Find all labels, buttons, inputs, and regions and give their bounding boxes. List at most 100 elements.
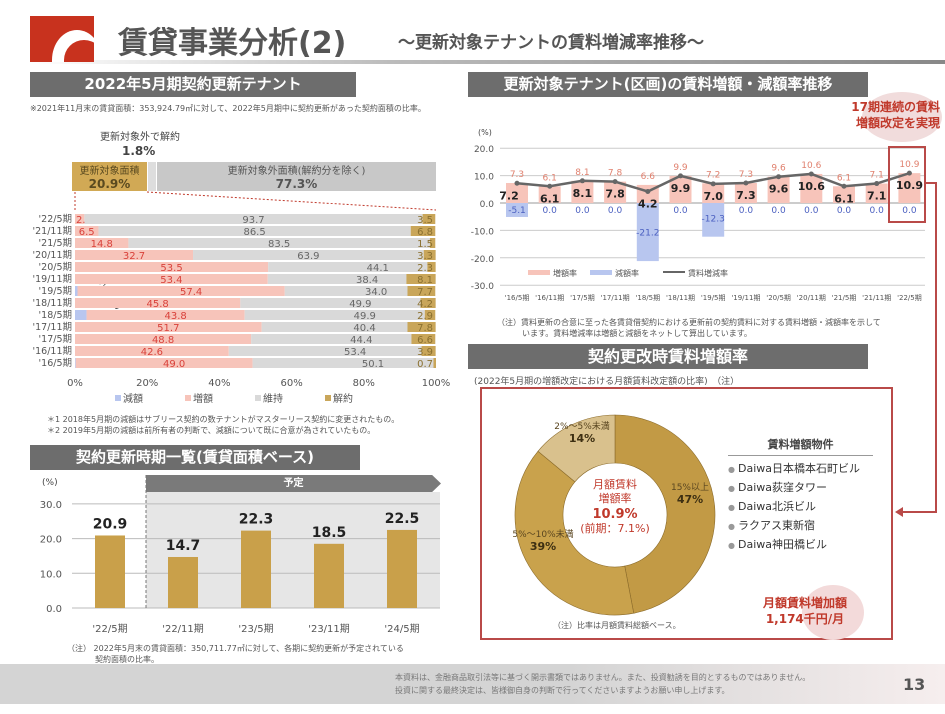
bar xyxy=(241,530,271,608)
bar-segment-maintain xyxy=(244,310,425,320)
x-tick-label: 0% xyxy=(67,378,83,389)
section-title-rent-change-trend: 更新対象テナント(区画)の賃料増額・減額率推移 xyxy=(468,72,868,97)
bar-segment-increase xyxy=(75,262,269,272)
arrow-head-icon xyxy=(895,507,903,517)
bar-segment-cancel xyxy=(422,214,436,224)
data-label: 63.9 xyxy=(297,251,319,262)
bar-decrease xyxy=(636,203,659,262)
bar-segment-maintain xyxy=(284,286,408,296)
bar-increase xyxy=(604,181,627,203)
category-label: '18/11期 xyxy=(33,298,73,309)
bar-segment-maintain xyxy=(267,274,407,284)
brand-logo xyxy=(30,16,94,62)
y-tick-label: -30.0 xyxy=(471,282,495,292)
x-tick-label: '16/5期 xyxy=(505,294,530,302)
data-label-increase: 7.1 xyxy=(870,171,884,181)
data-label: 22.3 xyxy=(239,512,274,528)
callout-blob xyxy=(862,92,942,142)
slice-value: 47% xyxy=(676,493,704,506)
cancel-outside-box xyxy=(148,162,156,191)
bar xyxy=(314,543,344,608)
target-area-box: 更新対象面積 20.9% xyxy=(72,162,147,191)
data-label: 14.8 xyxy=(91,239,113,250)
bar-segment-cancel xyxy=(407,322,436,332)
legend-swatch xyxy=(325,395,331,401)
data-label-decrease: -5.1 xyxy=(508,206,526,216)
category-label: '17/11期 xyxy=(33,322,73,333)
data-label-increase: 7.8 xyxy=(608,169,623,179)
center-line-1: 月額賃料 xyxy=(593,478,637,491)
page-number: 13 xyxy=(903,675,926,694)
donut-slice xyxy=(614,414,716,614)
data-label: 3.9 xyxy=(417,347,433,358)
schedule-unit: (%) xyxy=(42,478,58,488)
nontarget-area-label: 更新対象外面積(解約分を除く) xyxy=(227,166,366,177)
planned-label: 予定 xyxy=(283,478,304,489)
bar-increase xyxy=(506,182,528,203)
data-label: 7.7 xyxy=(417,287,433,298)
x-tick-label: '18/11期 xyxy=(666,294,695,302)
slice-label-group: 5%～10%未満 39% xyxy=(508,530,578,552)
bar-segment-cancel xyxy=(410,226,436,236)
y-tick-label: 10.0 xyxy=(40,569,62,580)
category-label: '19/11期 xyxy=(33,274,73,285)
slice-value: 14% xyxy=(568,432,596,445)
connector-line xyxy=(146,191,437,211)
line-point xyxy=(579,178,585,184)
data-label-increase: 9.6 xyxy=(771,164,786,174)
data-label-decrease: 0.0 xyxy=(739,206,754,216)
increase-label: 月額賃料増加額 xyxy=(762,596,847,610)
section-title-renewal-schedule: 契約更新時期一覧(賃貸面積ベース) xyxy=(30,445,360,470)
bar-segment-increase xyxy=(75,346,229,356)
page-subtitle: ～更新対象テナントの賃料増減率推移～ xyxy=(398,33,704,53)
x-tick-label: 60% xyxy=(280,378,302,389)
donut-slice xyxy=(514,450,635,616)
data-label: 49.9 xyxy=(354,311,376,322)
data-label: 8.1 xyxy=(417,275,433,286)
data-label: 53.4 xyxy=(344,347,366,358)
x-tick-label: '19/11期 xyxy=(731,294,760,302)
data-label: 34.0 xyxy=(365,287,387,298)
bar-segment-maintain xyxy=(252,358,434,368)
bar-segment-cancel xyxy=(411,334,436,344)
data-label-increase: 7.3 xyxy=(510,170,524,180)
line-point xyxy=(645,188,651,194)
property-item: Daiwa日本橋本石町ビル xyxy=(728,460,873,476)
legend-swatch xyxy=(185,395,191,401)
legend-label: 賃料増減率 xyxy=(688,268,728,278)
category-label: '17/5期 xyxy=(39,334,72,345)
data-label: 49.0 xyxy=(163,359,185,370)
data-label: 2.9 xyxy=(417,311,433,322)
line-point xyxy=(612,179,618,185)
bar-segment-increase xyxy=(75,226,99,236)
property-item: Daiwa荻窪タワー xyxy=(728,479,873,495)
bar-segment-cancel xyxy=(427,262,436,272)
line-point xyxy=(547,183,553,189)
legend-label: 増額 xyxy=(193,392,213,405)
data-label: 38.4 xyxy=(356,275,378,286)
data-label: 51.7 xyxy=(157,323,179,334)
donut-note: （注）比率は月額賃料総額ベース。 xyxy=(553,621,681,630)
callout-text: 17期連続の賃料 増額改定を実現 xyxy=(836,99,940,131)
legend-label: 増額率 xyxy=(553,268,577,278)
data-label-net: 10.9 xyxy=(896,179,923,192)
bar-segment-decrease xyxy=(75,286,78,296)
y-tick-label: -20.0 xyxy=(471,255,495,265)
bar-segment-maintain xyxy=(261,322,408,332)
bar-segment-cancel xyxy=(407,286,436,296)
data-label: 3.3 xyxy=(417,251,433,262)
footer-band xyxy=(0,664,945,704)
slice-label: 2%～5%未満 xyxy=(554,422,610,432)
arrow-connector xyxy=(900,182,937,513)
nontarget-area-box: 更新対象外面積(解約分を除く) 77.3% xyxy=(157,162,436,191)
legend-swatch xyxy=(255,395,261,401)
renewal-note: ※2021年11月末の賃貸面積：353,924.79㎡に対して、2022年5月期… xyxy=(30,104,426,113)
callout-line-2: 増額改定を実現 xyxy=(855,116,940,130)
data-label: 6.8 xyxy=(417,227,433,238)
slice-label-group: 2%～5%未満 14% xyxy=(547,422,617,444)
rent-trend-unit: (%) xyxy=(478,128,492,137)
legend-swatch xyxy=(528,270,550,275)
category-label: '18/5期 xyxy=(39,310,72,321)
bar-segment-cancel xyxy=(406,274,436,284)
data-label: 42.6 xyxy=(141,347,163,358)
